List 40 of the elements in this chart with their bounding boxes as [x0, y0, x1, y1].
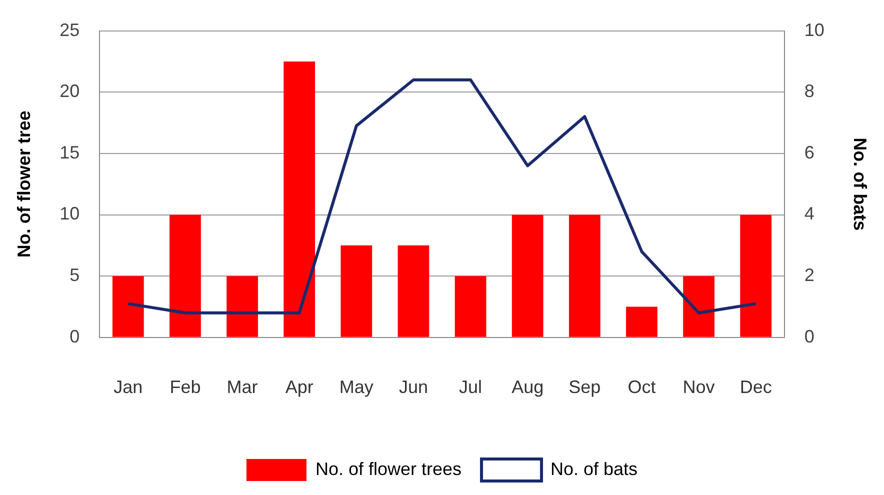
y-tick-label: 15 [60, 142, 80, 162]
y-tick-label: 20 [60, 81, 80, 102]
bar [284, 61, 316, 337]
bar [340, 245, 372, 337]
bar [626, 306, 658, 337]
x-tick-label: Jul [459, 377, 482, 398]
bar [226, 276, 258, 337]
y2-tick-label: 2 [804, 265, 814, 286]
y-axis-title: No. of flower tree [14, 110, 34, 258]
bar [170, 214, 201, 337]
bar [740, 214, 772, 337]
y-tick-label: 25 [60, 20, 80, 40]
bar [454, 276, 486, 337]
y2-tick-label: 8 [804, 81, 814, 102]
bar [112, 276, 144, 337]
y2-tick-label: 4 [804, 204, 814, 224]
y2-tick-label: 6 [804, 142, 814, 162]
x-tick-label: Feb [170, 377, 201, 398]
y2-tick-label: 10 [804, 20, 824, 40]
x-tick-label: May [339, 377, 374, 398]
y-tick-label: 10 [60, 204, 80, 224]
x-tick-label: Jun [398, 377, 428, 398]
x-tick-label: Jan [114, 377, 143, 398]
bar [568, 214, 600, 337]
bar [512, 214, 544, 337]
y2-axis-title: No. of bats [850, 138, 870, 231]
y2-tick-label: 0 [804, 326, 814, 346]
x-tick-label: Apr [285, 377, 314, 398]
legend-label: No. of flower trees [315, 458, 462, 479]
x-tick-label: Aug [512, 377, 544, 398]
y-tick-label: 5 [70, 265, 80, 286]
bar [398, 245, 430, 337]
legend-label: No. of bats [550, 458, 638, 479]
x-tick-label: Sep [568, 377, 601, 398]
y-tick-label: 0 [70, 326, 80, 346]
x-tick-label: Mar [226, 377, 258, 398]
x-tick-label: Dec [740, 377, 772, 398]
bar [683, 276, 714, 337]
x-tick-label: Nov [682, 377, 715, 398]
x-tick-label: Oct [628, 377, 656, 398]
